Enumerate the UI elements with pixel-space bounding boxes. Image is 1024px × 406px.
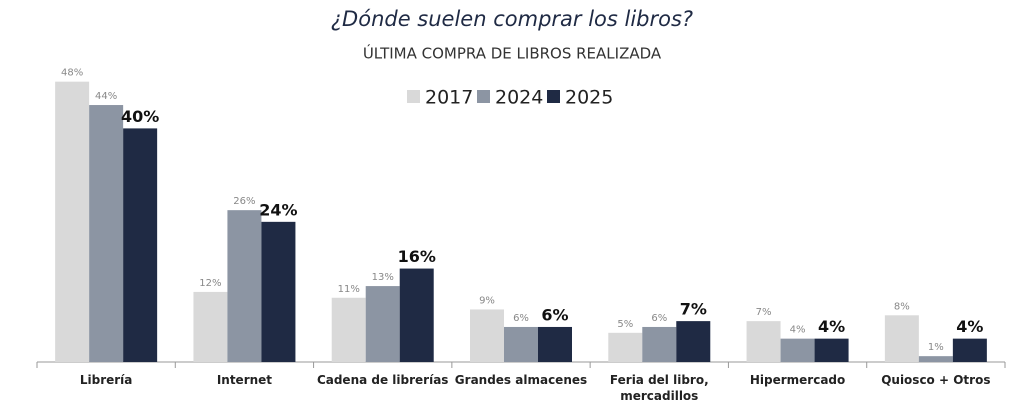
- value-label: 11%: [338, 284, 360, 295]
- bar: [193, 291, 228, 362]
- chart-subtitle: ÚLTIMA COMPRA DE LIBROS REALIZADA: [363, 44, 662, 63]
- value-label: 48%: [61, 68, 83, 79]
- bar: [123, 128, 158, 362]
- chart-title: ¿Dónde suelen comprar los libros?: [331, 7, 693, 31]
- legend-swatch: [547, 90, 560, 103]
- value-label: 40%: [121, 107, 159, 126]
- value-label: 7%: [680, 300, 707, 319]
- value-label: 5%: [617, 319, 633, 330]
- value-label: 1%: [928, 342, 944, 353]
- value-label: 4%: [956, 317, 983, 336]
- value-label: 4%: [818, 317, 845, 336]
- value-label: 4%: [790, 325, 806, 336]
- bar: [399, 268, 434, 362]
- value-label: 6%: [541, 305, 568, 324]
- legend-swatch: [407, 90, 420, 103]
- x-tick-label: Feria del libro, mercadillos: [609, 373, 709, 403]
- bar: [89, 105, 124, 362]
- bar: [918, 356, 953, 362]
- value-label: 6%: [513, 313, 529, 324]
- bar: [261, 221, 296, 362]
- bar: [227, 210, 262, 362]
- bar: [884, 315, 919, 362]
- bar: [746, 321, 781, 362]
- value-label: 12%: [199, 278, 221, 289]
- value-label: 13%: [372, 272, 394, 283]
- bar: [365, 286, 400, 362]
- bar: [642, 326, 677, 362]
- legend-label: 2025: [565, 87, 613, 109]
- bar: [952, 338, 987, 362]
- bar: [608, 332, 643, 362]
- bar: [331, 297, 366, 362]
- bar: [814, 338, 849, 362]
- x-tick-label: Hipermercado: [749, 373, 846, 387]
- value-label: 16%: [398, 247, 436, 266]
- bar: [538, 326, 572, 362]
- bar: [504, 326, 538, 362]
- value-label: 26%: [233, 196, 255, 207]
- value-label: 8%: [894, 301, 910, 312]
- value-label: 44%: [95, 91, 117, 102]
- value-label: 6%: [651, 313, 667, 324]
- value-label: 24%: [259, 200, 297, 219]
- x-tick-label: Quiosco + Otros: [881, 373, 991, 387]
- legend-label: 2024: [495, 87, 543, 109]
- x-tick-label: Grandes almacenes: [454, 373, 588, 387]
- legend-swatch: [477, 90, 490, 103]
- bar: [676, 321, 711, 362]
- x-tick-label: Cadena de librerías: [316, 373, 449, 387]
- x-tick-label: Internet: [216, 373, 273, 387]
- bar: [780, 338, 815, 362]
- x-tick-label: Librería: [79, 373, 133, 387]
- bar: [470, 309, 504, 362]
- bar: [55, 81, 90, 363]
- value-label: 9%: [479, 295, 495, 306]
- value-label: 7%: [756, 307, 772, 318]
- legend-label: 2017: [425, 87, 473, 109]
